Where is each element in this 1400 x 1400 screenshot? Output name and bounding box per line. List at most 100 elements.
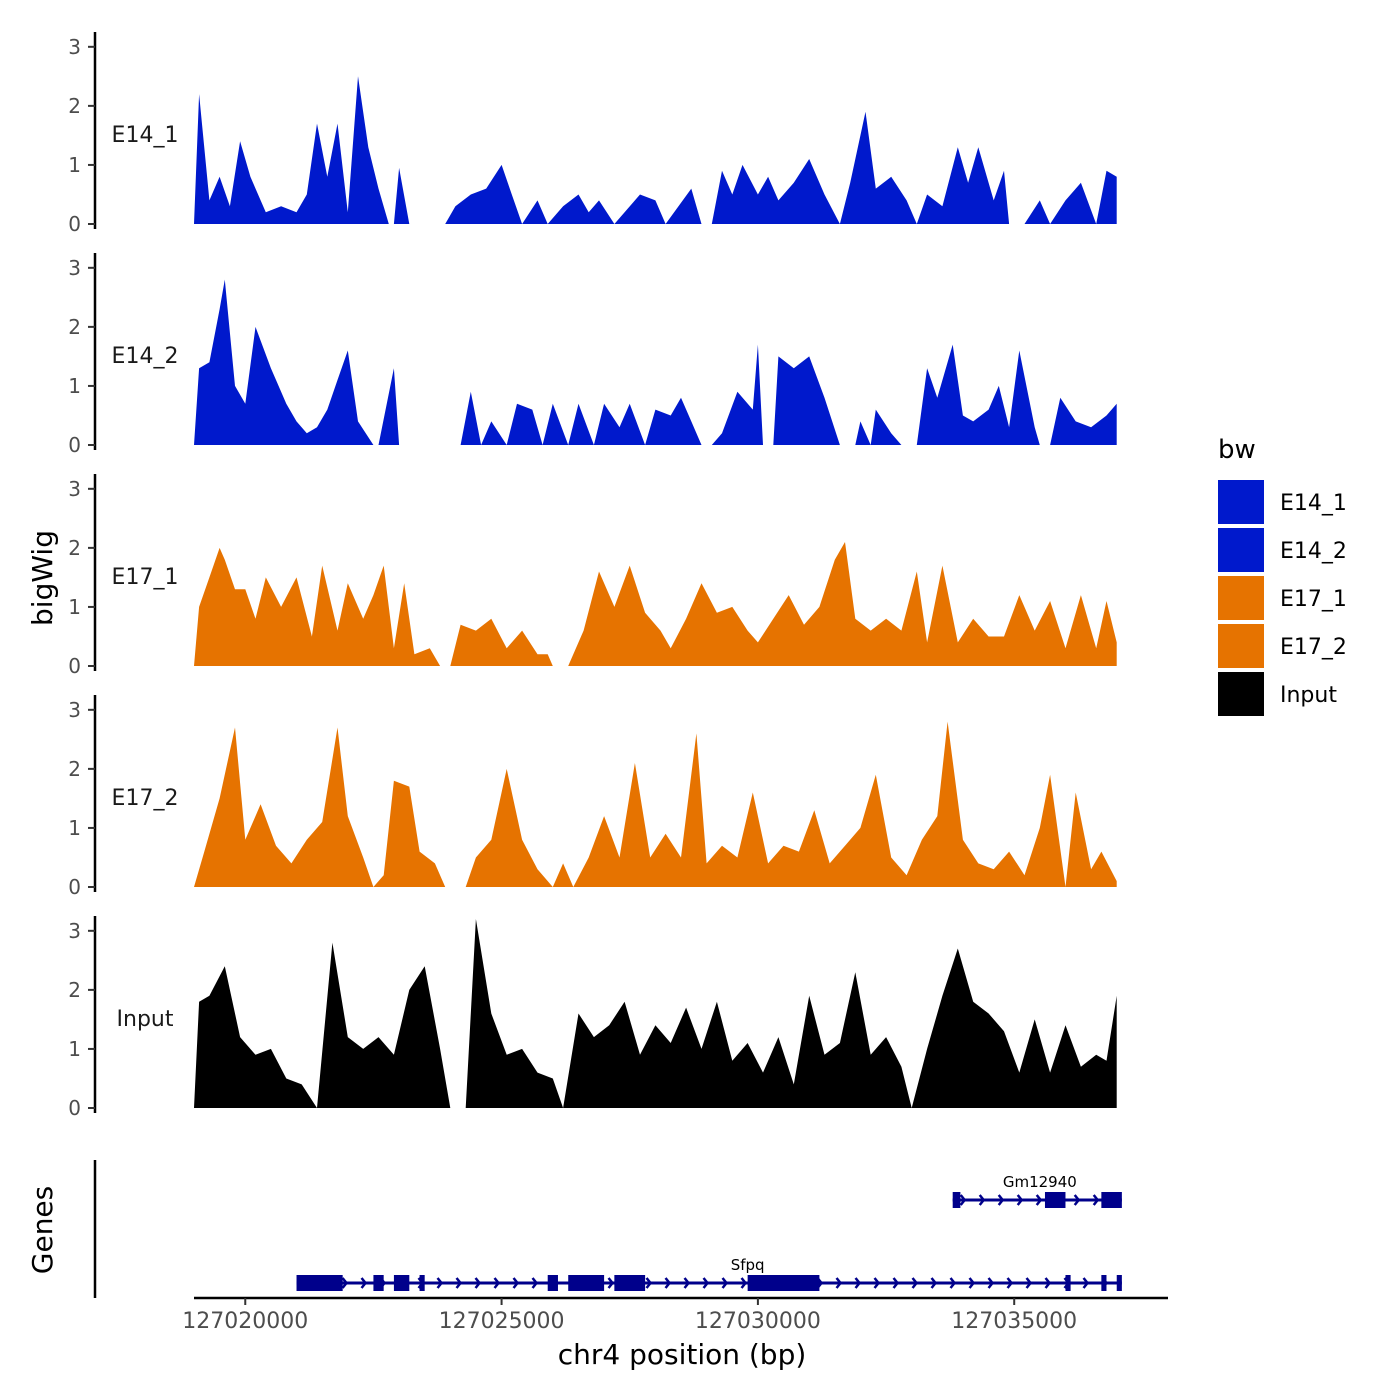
exon bbox=[393, 1275, 410, 1291]
y-tick-label: 3 bbox=[68, 698, 81, 722]
y-tick-label: 2 bbox=[68, 978, 81, 1002]
track-E14_1: 0 1 2 3 E14_1 bbox=[68, 32, 1117, 236]
y-tick-label: 2 bbox=[68, 315, 81, 339]
exon bbox=[1044, 1192, 1066, 1208]
strand-arrow bbox=[531, 1277, 539, 1289]
x-tick-label: 127035000 bbox=[951, 1309, 1077, 1334]
strand-arrow bbox=[740, 1277, 748, 1289]
y-tick-label: 0 bbox=[68, 1096, 81, 1120]
area-Input bbox=[194, 919, 1117, 1108]
exon bbox=[1101, 1192, 1122, 1208]
y-tick-label: 0 bbox=[68, 433, 81, 457]
y-tick-label: 3 bbox=[68, 919, 81, 943]
track-panels: 0 1 2 3 E14_1 0 1 2 3 E14_2 0 1 2 3 E17_1 0 1 2 3 E17_2 0 1 2 3… bbox=[68, 32, 1117, 1120]
strand-arrow bbox=[455, 1277, 463, 1289]
y-tick-label: 3 bbox=[68, 256, 81, 280]
strand-arrow bbox=[664, 1277, 672, 1289]
exon bbox=[547, 1275, 558, 1291]
legend-title: bw bbox=[1218, 435, 1256, 465]
gene-Sfpq: Sfpq bbox=[296, 1256, 1122, 1291]
strand-arrow bbox=[854, 1277, 862, 1289]
strand-arrow bbox=[493, 1277, 501, 1289]
y-tick-label: 0 bbox=[68, 654, 81, 678]
area-E14_1 bbox=[194, 76, 1117, 224]
strand-arrow bbox=[873, 1277, 881, 1289]
y-tick-label: 0 bbox=[68, 875, 81, 899]
track-label: Input bbox=[117, 1007, 174, 1032]
exon bbox=[747, 1275, 820, 1291]
genes-panel: Gm12940 Sfpq bbox=[93, 1160, 1122, 1298]
strand-arrow bbox=[645, 1277, 653, 1289]
x-axis-title: chr4 position (bp) bbox=[558, 1338, 807, 1371]
y-tick-label: 2 bbox=[68, 94, 81, 118]
strand-arrow bbox=[683, 1277, 691, 1289]
exon bbox=[952, 1192, 961, 1208]
strand-arrow bbox=[1073, 1194, 1081, 1206]
legend: bw E14_1 E14_2 E17_1 E17_2 Input bbox=[1218, 435, 1347, 716]
exon bbox=[296, 1275, 343, 1291]
track-label: E17_2 bbox=[112, 786, 179, 811]
genes-axis-title: Genes bbox=[26, 1186, 59, 1274]
gene-label: Gm12940 bbox=[1003, 1173, 1077, 1191]
legend-key-E17_2 bbox=[1218, 624, 1264, 668]
x-tick-label: 127025000 bbox=[439, 1309, 565, 1334]
track-E17_2: 0 1 2 3 E17_2 bbox=[68, 695, 1117, 899]
strand-arrow bbox=[341, 1277, 349, 1289]
strand-arrow bbox=[360, 1277, 368, 1289]
strand-arrow bbox=[835, 1277, 843, 1289]
exon bbox=[1116, 1275, 1122, 1291]
strand-arrow bbox=[987, 1277, 995, 1289]
exon bbox=[1065, 1275, 1071, 1291]
strand-arrow bbox=[892, 1277, 900, 1289]
legend-key-Input bbox=[1218, 672, 1264, 716]
x-tick-label: 127020000 bbox=[182, 1309, 308, 1334]
area-E17_1 bbox=[194, 542, 1117, 666]
exon bbox=[419, 1275, 425, 1291]
legend-key-E14_1 bbox=[1218, 480, 1264, 524]
strand-arrow bbox=[702, 1277, 710, 1289]
strand-arrow bbox=[959, 1194, 967, 1206]
exon bbox=[1101, 1275, 1107, 1291]
strand-arrow bbox=[436, 1277, 444, 1289]
y-tick-label: 1 bbox=[68, 816, 81, 840]
strand-arrow bbox=[474, 1277, 482, 1289]
strand-arrow bbox=[1092, 1194, 1100, 1206]
area-E17_2 bbox=[194, 721, 1117, 887]
y-axis-title: bigWig bbox=[26, 530, 59, 626]
strand-arrow bbox=[721, 1277, 729, 1289]
y-tick-label: 3 bbox=[68, 477, 81, 501]
exon bbox=[568, 1275, 605, 1291]
y-tick-label: 0 bbox=[68, 212, 81, 236]
y-tick-label: 2 bbox=[68, 757, 81, 781]
track-E17_1: 0 1 2 3 E17_1 bbox=[68, 474, 1117, 678]
strand-arrow bbox=[1044, 1277, 1052, 1289]
track-label: E14_1 bbox=[112, 123, 179, 148]
y-tick-label: 1 bbox=[68, 1037, 81, 1061]
strand-arrow bbox=[978, 1194, 986, 1206]
legend-label-Input: Input bbox=[1280, 683, 1337, 708]
y-tick-label: 1 bbox=[68, 595, 81, 619]
x-tick-label: 127030000 bbox=[695, 1309, 821, 1334]
legend-label-E14_1: E14_1 bbox=[1280, 491, 1347, 516]
track-label: E14_2 bbox=[112, 344, 179, 369]
legend-key-E14_2 bbox=[1218, 528, 1264, 572]
strand-arrow bbox=[607, 1277, 615, 1289]
strand-arrow bbox=[911, 1277, 919, 1289]
legend-label-E17_2: E17_2 bbox=[1280, 635, 1347, 660]
x-axis: 127020000 127025000 127030000 127035000 bbox=[182, 1296, 1168, 1334]
track-Input: 0 1 2 3 Input bbox=[68, 916, 1117, 1120]
strand-arrow bbox=[512, 1277, 520, 1289]
strand-arrow bbox=[1025, 1277, 1033, 1289]
y-tick-label: 3 bbox=[68, 35, 81, 59]
gene-label: Sfpq bbox=[731, 1256, 765, 1274]
strand-arrow bbox=[949, 1277, 957, 1289]
y-tick-label: 1 bbox=[68, 153, 81, 177]
strand-arrow bbox=[930, 1277, 938, 1289]
exon bbox=[614, 1275, 646, 1291]
legend-label-E17_1: E17_1 bbox=[1280, 587, 1347, 612]
legend-label-E14_2: E14_2 bbox=[1280, 539, 1347, 564]
y-tick-label: 1 bbox=[68, 374, 81, 398]
gene-Gm12940: Gm12940 bbox=[952, 1173, 1122, 1208]
legend-key-E17_1 bbox=[1218, 576, 1264, 620]
